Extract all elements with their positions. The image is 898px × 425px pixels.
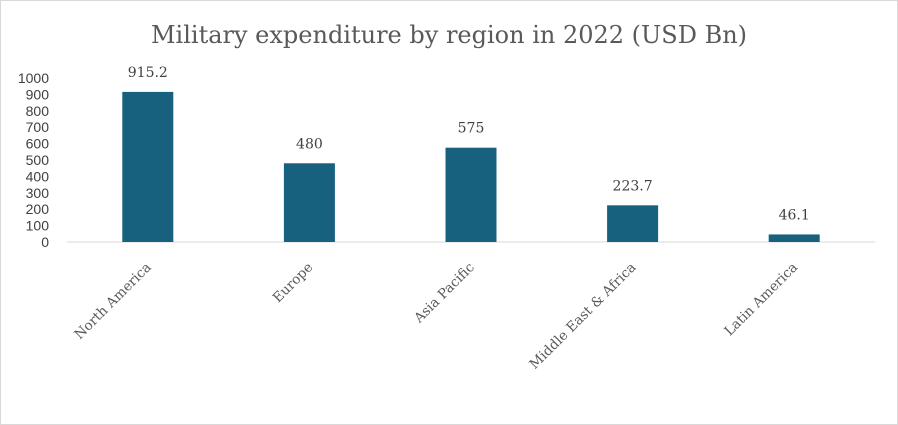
y-tick-label: 0 — [41, 234, 49, 250]
data-label: 575 — [458, 121, 485, 137]
bar — [768, 234, 820, 242]
x-tick-label: Middle East & Africa — [526, 260, 639, 373]
bar — [283, 163, 335, 242]
y-tick-label: 300 — [26, 185, 50, 201]
x-axis-ticks: North America Europe Asia Pacific Middle Ea… — [71, 260, 801, 373]
y-tick-label: 600 — [26, 136, 50, 152]
y-tick-label: 900 — [26, 86, 50, 102]
y-tick-label: 1000 — [18, 70, 49, 86]
bars — [122, 91, 820, 243]
x-tick-label: Europe — [270, 260, 317, 307]
x-tick-label: North America — [71, 260, 154, 343]
data-label: 223.7 — [613, 178, 653, 194]
y-tick-label: 700 — [26, 119, 50, 135]
x-tick-label: Asia Pacific — [410, 260, 477, 327]
data-label: 480 — [296, 136, 323, 152]
bar — [607, 205, 659, 242]
x-tick-label: Latin America — [721, 260, 801, 340]
bar — [445, 147, 497, 242]
data-labels: 915.2 480 575 223.7 46.1 — [128, 65, 810, 224]
y-tick-label: 800 — [26, 103, 50, 119]
data-label: 46.1 — [779, 207, 810, 223]
bar — [122, 91, 174, 243]
chart-title: Military expenditure by region in 2022 (… — [151, 21, 747, 49]
y-tick-label: 100 — [26, 218, 50, 234]
y-tick-label: 400 — [26, 168, 50, 184]
y-tick-label: 500 — [26, 152, 50, 168]
y-tick-label: 200 — [26, 201, 50, 217]
data-label: 915.2 — [128, 65, 168, 81]
